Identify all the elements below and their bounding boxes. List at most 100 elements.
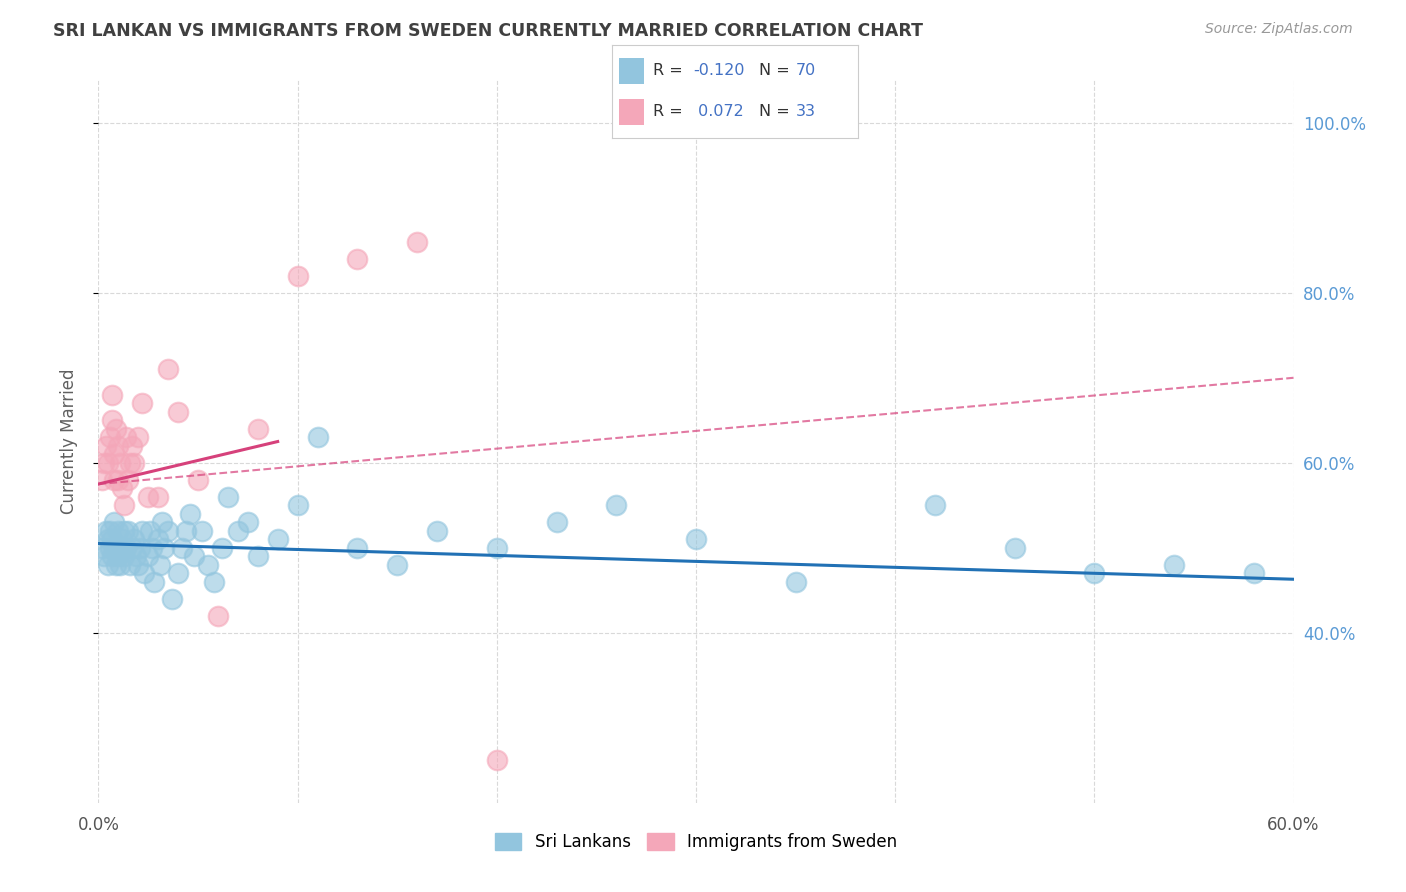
- Point: [191, 524, 214, 538]
- Point: [148, 533, 170, 547]
- Point: [136, 549, 159, 564]
- Point: [485, 753, 508, 767]
- Point: [112, 498, 135, 512]
- Point: [103, 447, 125, 461]
- Point: [115, 430, 138, 444]
- Point: [167, 405, 190, 419]
- Point: [197, 558, 219, 572]
- Point: [172, 541, 194, 555]
- Text: 0.072: 0.072: [693, 104, 744, 119]
- Point: [121, 439, 143, 453]
- Point: [97, 533, 120, 547]
- Point: [485, 541, 508, 555]
- Legend: Sri Lankans, Immigrants from Sweden: Sri Lankans, Immigrants from Sweden: [486, 825, 905, 860]
- Text: 33: 33: [796, 104, 815, 119]
- Point: [426, 524, 449, 538]
- Point: [143, 574, 166, 589]
- Point: [91, 541, 114, 555]
- Point: [111, 541, 134, 555]
- Point: [93, 549, 115, 564]
- Point: [131, 396, 153, 410]
- Point: [139, 524, 162, 538]
- Point: [107, 473, 129, 487]
- Point: [202, 574, 225, 589]
- Point: [91, 473, 114, 487]
- Point: [107, 439, 129, 453]
- Point: [546, 516, 568, 530]
- Point: [124, 533, 146, 547]
- Point: [115, 541, 138, 555]
- Point: [207, 608, 229, 623]
- Point: [117, 524, 139, 538]
- Point: [174, 524, 197, 538]
- Point: [107, 549, 129, 564]
- Point: [111, 533, 134, 547]
- Point: [217, 490, 239, 504]
- Point: [93, 456, 115, 470]
- Text: N =: N =: [759, 62, 796, 78]
- Point: [226, 524, 249, 538]
- Point: [101, 533, 124, 547]
- Point: [124, 456, 146, 470]
- Point: [1083, 566, 1105, 581]
- Point: [153, 541, 176, 555]
- Point: [127, 558, 149, 572]
- Point: [98, 430, 122, 444]
- Point: [211, 541, 233, 555]
- Text: R =: R =: [654, 62, 689, 78]
- Point: [101, 549, 124, 564]
- Point: [785, 574, 807, 589]
- Point: [110, 558, 132, 572]
- Point: [160, 591, 183, 606]
- Point: [150, 516, 173, 530]
- Point: [157, 524, 180, 538]
- Bar: [619, 58, 644, 84]
- Point: [105, 541, 128, 555]
- Point: [183, 549, 205, 564]
- Text: -0.120: -0.120: [693, 62, 744, 78]
- Point: [236, 516, 259, 530]
- Point: [307, 430, 329, 444]
- Bar: [619, 99, 644, 125]
- Point: [103, 541, 125, 555]
- Point: [121, 541, 143, 555]
- Point: [605, 498, 627, 512]
- Point: [127, 430, 149, 444]
- Point: [103, 473, 125, 487]
- Text: 70: 70: [796, 62, 817, 78]
- Point: [110, 541, 132, 555]
- Point: [246, 549, 269, 564]
- Point: [157, 362, 180, 376]
- Point: [98, 524, 122, 538]
- Point: [134, 566, 156, 581]
- Point: [103, 516, 125, 530]
- Point: [406, 235, 429, 249]
- Point: [287, 498, 309, 512]
- Text: N =: N =: [759, 104, 796, 119]
- Point: [120, 558, 142, 572]
- Point: [136, 490, 159, 504]
- Point: [346, 252, 368, 266]
- Point: [167, 566, 190, 581]
- Point: [117, 473, 139, 487]
- Point: [98, 541, 122, 555]
- Text: R =: R =: [654, 104, 689, 119]
- Point: [346, 541, 368, 555]
- Point: [179, 507, 201, 521]
- Point: [1004, 541, 1026, 555]
- Text: SRI LANKAN VS IMMIGRANTS FROM SWEDEN CURRENTLY MARRIED CORRELATION CHART: SRI LANKAN VS IMMIGRANTS FROM SWEDEN CUR…: [53, 22, 924, 40]
- Point: [105, 558, 128, 572]
- Point: [105, 422, 128, 436]
- Point: [129, 541, 152, 555]
- Text: Source: ZipAtlas.com: Source: ZipAtlas.com: [1205, 22, 1353, 37]
- Point: [148, 490, 170, 504]
- Point: [97, 456, 120, 470]
- Point: [187, 473, 209, 487]
- Point: [267, 533, 290, 547]
- Point: [246, 422, 269, 436]
- Y-axis label: Currently Married: Currently Married: [59, 368, 77, 515]
- Point: [131, 524, 153, 538]
- Point: [1163, 558, 1185, 572]
- Point: [141, 541, 163, 555]
- Point: [107, 524, 129, 538]
